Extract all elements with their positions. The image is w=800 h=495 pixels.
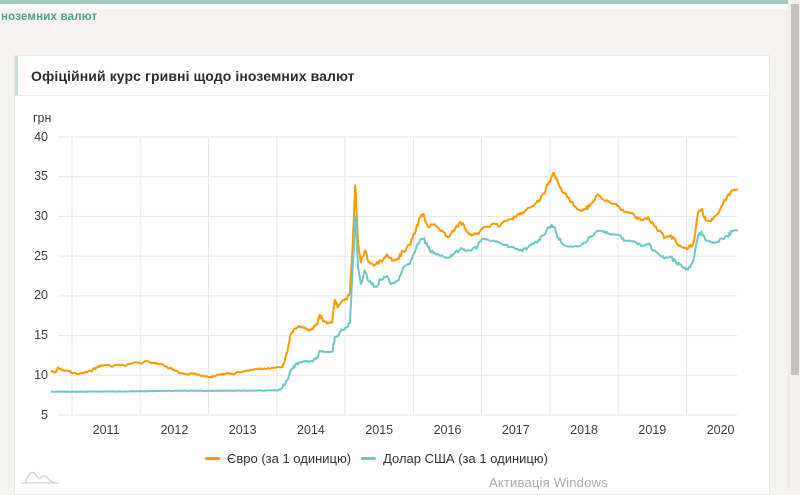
series-line-euro[interactable]: [50, 172, 738, 379]
windows-activation-watermark: Активація Windows: [489, 475, 608, 490]
scrollbar-thumb[interactable]: [791, 4, 799, 375]
legend-label: Долар США (за 1 одиницю): [383, 451, 548, 466]
vertical-scrollbar[interactable]: [788, 0, 800, 489]
series-line-usd[interactable]: [50, 215, 738, 393]
legend-line-swatch: [205, 457, 220, 460]
chart-legend: Євро (за 1 одиницю) Долар США (за 1 одини…: [205, 451, 548, 466]
area-chart-logo-icon: [21, 471, 59, 484]
chart-title: Офіційний курс гривні щодо іноземних вал…: [31, 67, 355, 84]
top-accent-bar: [0, 0, 800, 4]
y-axis-unit-label: грн: [33, 111, 52, 125]
legend-item-usd: Долар США (за 1 одиницю): [361, 451, 548, 466]
top-strip: [0, 4, 800, 9]
chart-card-header: Офіційний курс гривні щодо іноземних вал…: [15, 56, 769, 96]
chart-card: Офіційний курс гривні щодо іноземних вал…: [14, 55, 770, 495]
legend-line-swatch: [361, 457, 377, 460]
legend-item-euro: Євро (за 1 одиницю): [205, 451, 351, 466]
legend-label: Євро (за 1 одиницю): [227, 451, 352, 466]
breadcrumb-nav-link[interactable]: ноземних валют: [1, 11, 98, 23]
